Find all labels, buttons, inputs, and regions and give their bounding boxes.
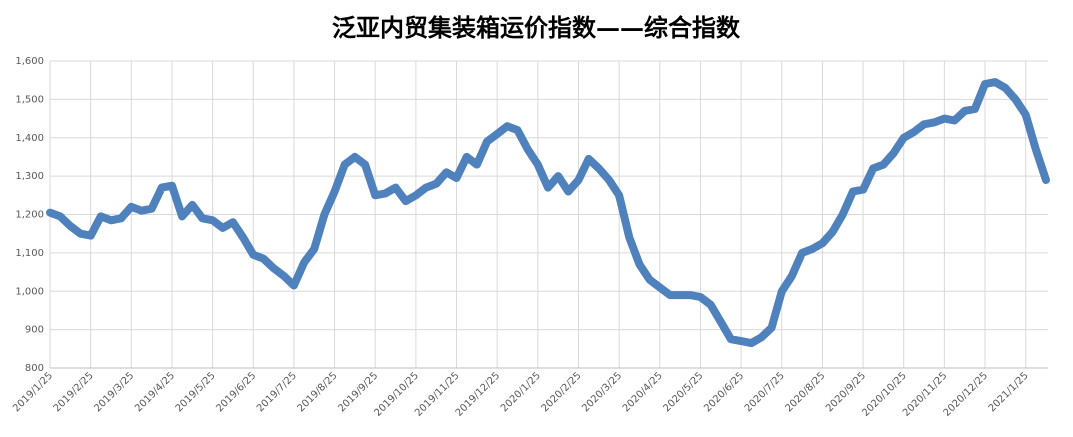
x-tick-label: 2019/4/25 [133,370,177,414]
x-tick-label: 2019/8/25 [296,370,340,414]
x-tick-label: 2020/5/25 [662,370,706,414]
x-tick-label: 2019/7/25 [255,370,299,414]
x-tick-label: 2020/7/25 [743,370,787,414]
x-tick-label: 2020/1/25 [499,370,543,414]
y-tick-label: 1,300 [15,171,44,182]
y-tick-label: 900 [25,325,44,336]
x-tick-label: 2019/3/25 [92,370,136,414]
y-tick-label: 1,400 [15,133,44,144]
y-tick-label: 800 [25,363,44,374]
x-tick-label: 2020/4/25 [621,370,665,414]
x-tick-label: 2020/9/25 [824,370,868,414]
x-tick-label: 2020/2/25 [540,370,584,414]
x-tick-label: 2020/8/25 [783,370,827,414]
x-tick-label: 2020/6/25 [702,370,746,414]
y-tick-label: 1,600 [15,56,44,67]
y-tick-label: 1,200 [15,210,44,221]
data-line [46,78,1050,348]
x-tick-label: 2019/1/25 [11,370,55,414]
y-tick-label: 1,000 [15,286,44,297]
y-tick-label: 1,100 [15,248,44,259]
x-tick-label: 2021/1/25 [987,370,1031,414]
x-tick-label: 2019/5/25 [174,370,218,414]
chart-title: 泛亚内贸集装箱运价指数——综合指数 [332,13,741,42]
x-tick-label: 2019/2/25 [52,370,96,414]
x-tick-label: 2020/3/25 [580,370,624,414]
y-tick-label: 1,500 [15,94,44,105]
x-tick-label: 2019/9/25 [336,370,380,414]
x-tick-label: 2019/6/25 [214,370,258,414]
